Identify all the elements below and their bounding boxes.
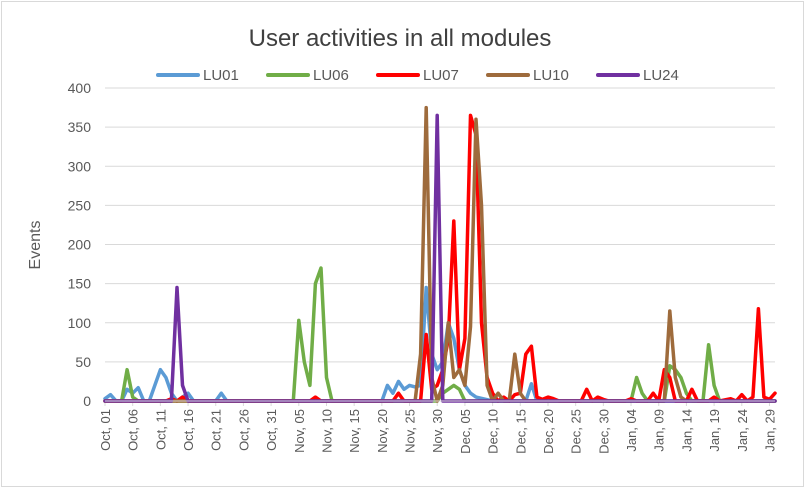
x-tick-label: Nov, 20 — [375, 409, 390, 453]
series-lines — [103, 105, 777, 403]
y-tick-label: 200 — [68, 237, 92, 253]
x-tick-label: Oct, 11 — [153, 409, 168, 450]
x-tick-label: Nov, 25 — [403, 409, 418, 453]
x-axis-ticks: Oct, 01 Oct, 06 Oct, 11 Oct, 16 Oct, 21 Oct, … — [98, 401, 777, 454]
y-tick-label: 50 — [75, 354, 91, 370]
x-tick-label: Oct, 26 — [236, 409, 251, 451]
y-tick-label: 0 — [83, 393, 91, 409]
y-tick-label: 350 — [68, 119, 92, 135]
x-tick-label: Dec, 10 — [486, 409, 501, 454]
x-tick-label: Nov, 10 — [319, 409, 334, 453]
legend: LU01 LU06 LU07 LU10 LU24 — [156, 67, 679, 84]
legend-label-lu10: LU10 — [533, 67, 569, 84]
y-tick-label: 100 — [68, 315, 92, 331]
x-tick-label: Dec, 25 — [569, 409, 584, 454]
x-tick-label: Nov, 15 — [347, 409, 362, 453]
legend-label-lu07: LU07 — [423, 67, 459, 84]
legend-label-lu24: LU24 — [643, 67, 679, 84]
x-tick-label: Oct, 06 — [126, 409, 141, 451]
chart-title: User activities in all modules — [249, 25, 552, 52]
x-tick-label: Jan, 24 — [735, 409, 750, 452]
x-tick-label: Jan, 04 — [624, 409, 639, 452]
y-tick-label: 300 — [68, 158, 92, 174]
y-axis-ticks: 0 50 100 150 200 250 300 350 400 — [68, 80, 92, 409]
y-tick-label: 150 — [68, 276, 92, 292]
x-tick-label: Dec, 15 — [513, 409, 528, 454]
x-tick-label: Jan, 19 — [707, 409, 722, 452]
x-tick-label: Dec, 30 — [596, 409, 611, 454]
legend-label-lu01: LU01 — [203, 67, 239, 84]
x-tick-label: Nov, 05 — [292, 409, 307, 453]
x-tick-label: Jan, 29 — [762, 409, 777, 452]
x-tick-label: Oct, 31 — [264, 409, 279, 451]
y-tick-label: 400 — [68, 80, 92, 96]
x-tick-label: Jan, 09 — [652, 409, 667, 452]
x-tick-label: Dec, 20 — [541, 409, 556, 454]
y-axis-title: Events — [27, 221, 44, 270]
series-line-lu10 — [103, 105, 777, 403]
x-tick-label: Oct, 21 — [209, 409, 224, 451]
legend-label-lu06: LU06 — [313, 67, 349, 84]
y-tick-label: 250 — [68, 197, 92, 213]
x-tick-label: Jan, 14 — [679, 409, 694, 452]
x-tick-label: Dec, 05 — [458, 409, 473, 454]
x-tick-label: Nov, 30 — [430, 409, 445, 453]
x-tick-label: Oct, 16 — [181, 409, 196, 451]
x-tick-label: Oct, 01 — [98, 409, 113, 451]
